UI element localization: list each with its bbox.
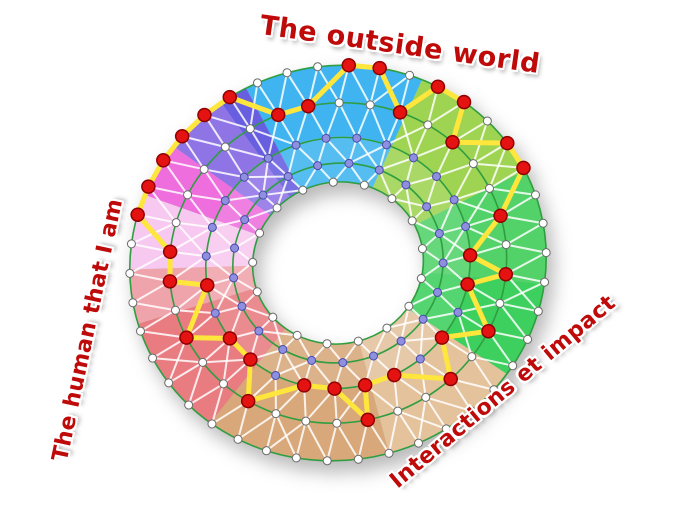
sector-wedges xyxy=(129,65,547,461)
ring-4-nodes xyxy=(248,177,427,349)
red-route-nodes xyxy=(130,57,531,428)
torus-group xyxy=(125,57,551,466)
ring-3-nodes xyxy=(229,158,448,368)
sector-blue xyxy=(246,65,423,192)
